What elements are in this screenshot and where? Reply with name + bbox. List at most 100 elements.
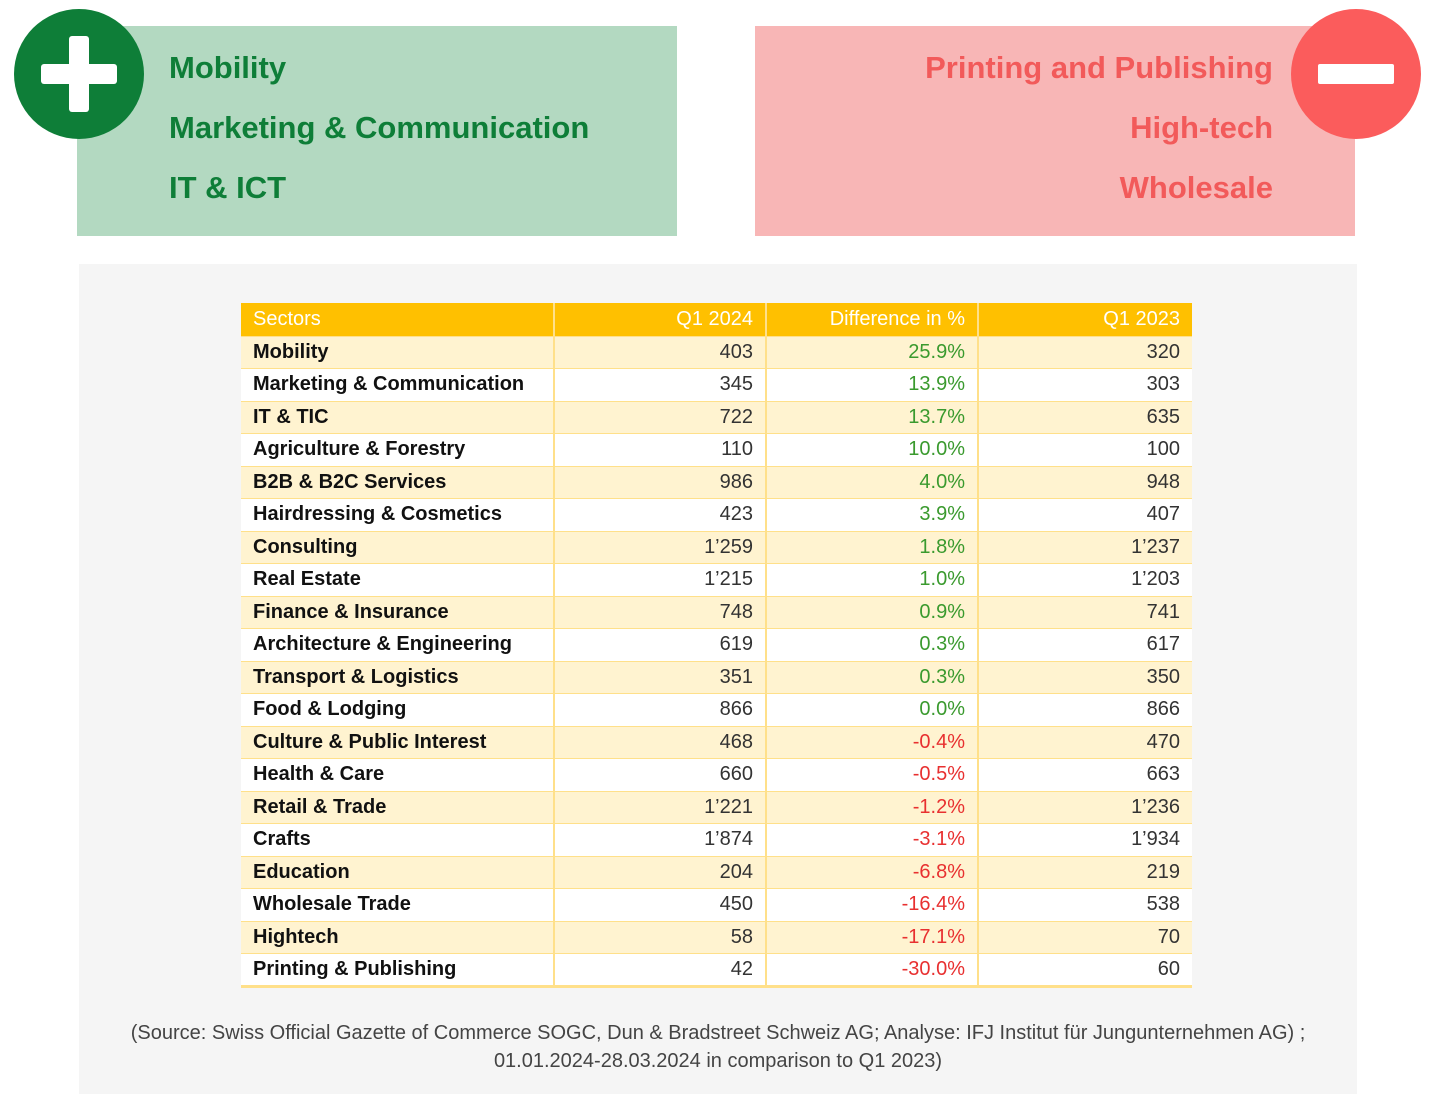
difference-cell: -0.4% (766, 726, 979, 759)
q1-2023-cell: 1’203 (978, 563, 1192, 597)
table-header-row: Sectors Q1 2024 Difference in % Q1 2023 (241, 303, 1192, 337)
q1-2024-cell: 204 (554, 856, 767, 889)
q1-2023-cell: 1’237 (978, 531, 1192, 564)
q1-2024-cell: 403 (554, 336, 767, 369)
header-sectors: Sectors (241, 303, 555, 337)
difference-cell: -30.0% (766, 953, 979, 988)
q1-2023-cell: 741 (978, 596, 1192, 629)
sector-cell: Transport & Logistics (241, 661, 555, 694)
table-row: Wholesale Trade 450 -16.4% 538 (241, 888, 1192, 922)
table-row: Mobility 403 25.9% 320 (241, 336, 1192, 369)
table-row: Hairdressing & Cosmetics 423 3.9% 407 (241, 498, 1192, 532)
q1-2024-cell: 722 (554, 401, 767, 434)
source-line-2: 01.01.2024-28.03.2024 in comparison to Q… (493, 1050, 943, 1072)
q1-2024-cell: 1’259 (554, 531, 767, 564)
difference-cell: -1.2% (766, 791, 979, 824)
table-row: Food & Lodging 866 0.0% 866 (241, 693, 1192, 727)
q1-2024-cell: 423 (554, 498, 767, 532)
growth-item: IT & ICT (169, 170, 287, 205)
sector-cell: Printing & Publishing (241, 953, 555, 988)
q1-2024-cell: 619 (554, 628, 767, 662)
table-row: Transport & Logistics 351 0.3% 350 (241, 661, 1192, 694)
q1-2024-cell: 42 (554, 953, 767, 988)
sector-cell: Marketing & Communication (241, 368, 555, 402)
table-row: Hightech 58 -17.1% 70 (241, 921, 1192, 954)
table-row: Crafts 1’874 -3.1% 1’934 (241, 823, 1192, 857)
difference-cell: 1.0% (766, 563, 979, 597)
difference-cell: 10.0% (766, 433, 979, 467)
difference-cell: 25.9% (766, 336, 979, 369)
q1-2023-cell: 320 (978, 336, 1192, 369)
difference-cell: 0.3% (766, 661, 979, 694)
header-q1-2023: Q1 2023 (978, 303, 1192, 337)
decline-item: Wholesale (1119, 170, 1273, 205)
sector-cell: Wholesale Trade (241, 888, 555, 922)
q1-2023-cell: 948 (978, 466, 1192, 499)
sector-cell: Finance & Insurance (241, 596, 555, 629)
difference-cell: 0.0% (766, 693, 979, 727)
table-row: Agriculture & Forestry 110 10.0% 100 (241, 433, 1192, 467)
sector-cell: IT & TIC (241, 401, 555, 434)
sector-cell: Hairdressing & Cosmetics (241, 498, 555, 532)
source-note: (Source: Swiss Official Gazette of Comme… (79, 1019, 1357, 1075)
sector-cell: Retail & Trade (241, 791, 555, 824)
q1-2024-cell: 468 (554, 726, 767, 759)
q1-2024-cell: 986 (554, 466, 767, 499)
header-q1-2024: Q1 2024 (554, 303, 767, 337)
q1-2024-cell: 1’874 (554, 823, 767, 857)
q1-2024-cell: 866 (554, 693, 767, 727)
growth-item: Marketing & Communication (169, 110, 590, 145)
table-row: Architecture & Engineering 619 0.3% 617 (241, 628, 1192, 662)
difference-cell: 4.0% (766, 466, 979, 499)
sector-cell: Consulting (241, 531, 555, 564)
sector-cell: Education (241, 856, 555, 889)
difference-cell: -16.4% (766, 888, 979, 922)
table-row: Retail & Trade 1’221 -1.2% 1’236 (241, 791, 1192, 824)
q1-2023-cell: 1’934 (978, 823, 1192, 857)
sector-cell: Health & Care (241, 758, 555, 792)
sector-cell: Real Estate (241, 563, 555, 597)
table-row: B2B & B2C Services 986 4.0% 948 (241, 466, 1192, 499)
q1-2023-cell: 470 (978, 726, 1192, 759)
minus-icon (1291, 9, 1421, 139)
sector-cell: Agriculture & Forestry (241, 433, 555, 467)
q1-2024-cell: 58 (554, 921, 767, 954)
sector-cell: B2B & B2C Services (241, 466, 555, 499)
q1-2023-cell: 663 (978, 758, 1192, 792)
table-row: IT & TIC 722 13.7% 635 (241, 401, 1192, 434)
q1-2023-cell: 617 (978, 628, 1192, 662)
difference-cell: 0.9% (766, 596, 979, 629)
table-body: Mobility 403 25.9% 320 Marketing & Communica… (241, 336, 1192, 988)
header-difference: Difference in % (766, 303, 979, 337)
difference-cell: -3.1% (766, 823, 979, 857)
table-row: Health & Care 660 -0.5% 663 (241, 758, 1192, 792)
q1-2024-cell: 110 (554, 433, 767, 467)
decline-item: Printing and Publishing (925, 50, 1273, 85)
growth-item: Mobility (169, 50, 287, 85)
q1-2023-cell: 866 (978, 693, 1192, 727)
q1-2023-cell: 303 (978, 368, 1192, 402)
table-row: Marketing & Communication 345 13.9% 303 (241, 368, 1192, 402)
q1-2024-cell: 1’221 (554, 791, 767, 824)
q1-2024-cell: 1’215 (554, 563, 767, 597)
q1-2023-cell: 407 (978, 498, 1192, 532)
difference-cell: 13.9% (766, 368, 979, 402)
sector-cell: Mobility (241, 336, 555, 369)
q1-2023-cell: 635 (978, 401, 1192, 434)
q1-2023-cell: 538 (978, 888, 1192, 922)
q1-2023-cell: 1’236 (978, 791, 1192, 824)
sector-cell: Hightech (241, 921, 555, 954)
difference-cell: 13.7% (766, 401, 979, 434)
difference-cell: -17.1% (766, 921, 979, 954)
difference-cell: -6.8% (766, 856, 979, 889)
difference-cell: 1.8% (766, 531, 979, 564)
sector-cell: Food & Lodging (241, 693, 555, 727)
source-line-1: (Source: Swiss Official Gazette of Comme… (130, 1022, 1306, 1044)
sector-cell: Architecture & Engineering (241, 628, 555, 662)
q1-2023-cell: 350 (978, 661, 1192, 694)
q1-2023-cell: 100 (978, 433, 1192, 467)
q1-2023-cell: 70 (978, 921, 1192, 954)
table-row: Printing & Publishing 42 -30.0% 60 (241, 953, 1192, 988)
q1-2024-cell: 351 (554, 661, 767, 694)
table-row: Education 204 -6.8% 219 (241, 856, 1192, 889)
